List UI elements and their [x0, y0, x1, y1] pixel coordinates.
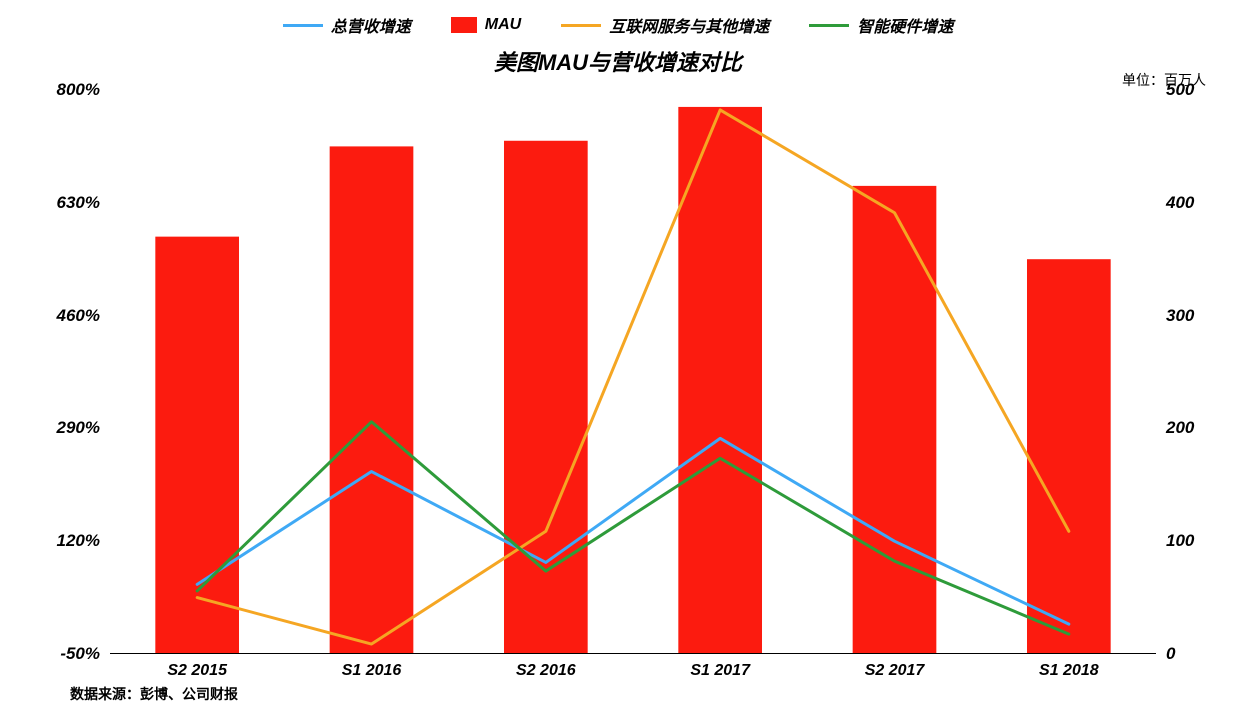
bar — [1027, 259, 1111, 654]
legend-item-smart_hardware_growth: 智能硬件增速 — [809, 13, 953, 37]
plot-area: -50%120%290%460%630%800%0100200300400500… — [110, 90, 1156, 654]
line-total_revenue_growth — [197, 438, 1069, 624]
legend-label: 智能硬件增速 — [857, 13, 953, 37]
y-left-tick-label: 460% — [57, 306, 110, 326]
y-left-tick-label: 630% — [57, 193, 110, 213]
x-tick-label: S2 2016 — [516, 654, 576, 680]
plot-svg — [110, 90, 1156, 654]
x-tick-label: S1 2016 — [342, 654, 402, 680]
bar — [504, 141, 588, 654]
y-right-tick-label: 100 — [1156, 531, 1194, 551]
y-right-tick-label: 0 — [1156, 644, 1175, 664]
bar — [330, 146, 414, 654]
y-right-tick-label: 500 — [1156, 80, 1194, 100]
x-tick-label: S1 2017 — [690, 654, 750, 680]
legend-item-mau: MAU — [451, 16, 521, 34]
bar — [678, 107, 762, 654]
source-label: 数据来源：彭博、公司财报 — [70, 684, 238, 704]
y-left-tick-label: 290% — [57, 418, 110, 438]
y-right-tick-label: 400 — [1156, 193, 1194, 213]
line-internet_other_growth — [197, 110, 1069, 644]
bar — [853, 186, 937, 654]
x-tick-label: S2 2017 — [865, 654, 925, 680]
y-left-tick-label: 120% — [57, 531, 110, 551]
legend: 总营收增速 MAU 互联网服务与其他增速 智能硬件增速 — [10, 10, 1226, 40]
x-tick-label: S1 2018 — [1039, 654, 1099, 680]
x-tick-label: S2 2015 — [167, 654, 227, 680]
y-right-tick-label: 200 — [1156, 418, 1194, 438]
chart-title: 美图MAU与营收增速对比 — [10, 45, 1226, 77]
legend-swatch-line — [809, 24, 849, 27]
y-left-tick-label: -50% — [60, 644, 110, 664]
legend-item-internet_other_growth: 互联网服务与其他增速 — [561, 13, 769, 37]
y-right-tick-label: 300 — [1156, 306, 1194, 326]
y-left-tick-label: 800% — [57, 80, 110, 100]
chart-container: 总营收增速MAU互联网服务与其他增速智能硬件增速 美图MAU与营收增速对比 单位… — [10, 10, 1226, 714]
legend-item-total_revenue_growth: 总营收增速 — [283, 13, 411, 37]
legend-label: 总营收增速 — [331, 13, 411, 37]
legend-swatch-line — [561, 24, 601, 27]
line-smart_hardware_growth — [197, 422, 1069, 634]
legend-label: 互联网服务与其他增速 — [609, 13, 769, 37]
legend-label: MAU — [485, 16, 521, 34]
legend-swatch-line — [283, 24, 323, 27]
legend-swatch-box — [451, 17, 477, 33]
